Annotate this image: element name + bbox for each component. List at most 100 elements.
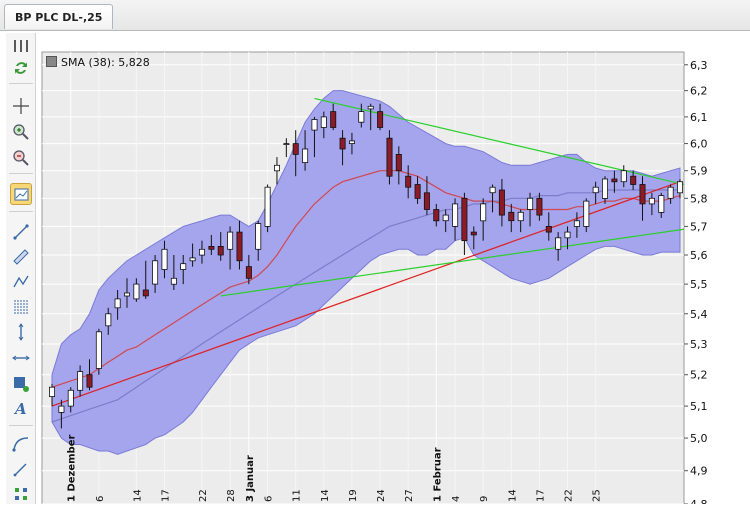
legend-swatch <box>46 56 57 67</box>
candle-body <box>124 292 131 297</box>
candle-body <box>273 164 280 172</box>
horizontal-line-icon[interactable] <box>10 347 32 369</box>
candle-body <box>161 248 168 270</box>
candle-body <box>564 231 571 239</box>
candle-body <box>320 116 327 128</box>
y-axis-tick-label: 5,5 <box>690 278 708 291</box>
candle-body <box>198 248 205 256</box>
candle-body <box>611 178 618 183</box>
x-axis-tick-label: 25 <box>592 489 603 502</box>
y-axis-tick-label: 5,9 <box>690 165 708 178</box>
candle-body <box>527 197 534 210</box>
price-chart[interactable]: 4,8 4,9 5,0 5,1 5,2 5,3 5,4 5,5 5,6 5,7 5,8 5,9 6,0 6… <box>38 30 750 504</box>
candle-body <box>442 214 449 222</box>
candle-body <box>58 405 65 413</box>
candle-body <box>95 331 102 369</box>
x-axis-tick-label: 1 Dezember <box>67 435 78 502</box>
candle-body <box>461 197 468 242</box>
candle-body <box>545 225 552 233</box>
candle-body <box>555 237 562 250</box>
y-axis-tick-label: 6,3 <box>690 59 708 72</box>
bollinger-band <box>51 90 681 455</box>
grid-icon[interactable] <box>10 483 32 505</box>
candle-body <box>339 137 346 150</box>
y-axis-tick-label: 6,0 <box>690 138 708 151</box>
candle-body <box>667 186 674 199</box>
candle-body <box>489 186 496 194</box>
candle-body <box>348 140 355 145</box>
candle-body <box>255 223 262 250</box>
candle-body <box>367 105 374 110</box>
drawing-toolbar: A <box>6 33 36 504</box>
fibonacci-icon[interactable] <box>10 295 32 317</box>
y-axis-tick-label: 5,3 <box>690 338 708 351</box>
candle-body <box>470 231 477 236</box>
x-axis-tick-label: 1 Februar <box>432 447 443 502</box>
candle-body <box>189 257 196 262</box>
x-axis-tick-label: 14 <box>507 489 518 502</box>
x-axis-tick-label: 19 <box>348 489 359 502</box>
y-axis-tick-label: 5,4 <box>690 308 708 321</box>
text-tool-icon[interactable]: A <box>10 397 32 419</box>
zoom-out-icon[interactable] <box>10 147 32 169</box>
zoom-in-icon[interactable] <box>10 121 32 143</box>
trendline-green <box>220 228 685 297</box>
candle-body <box>142 289 149 297</box>
arc-icon[interactable] <box>10 433 32 455</box>
vertical-line-icon[interactable] <box>10 321 32 343</box>
chart-bars-icon[interactable] <box>10 35 32 57</box>
candle-body <box>264 186 271 227</box>
line-tool-icon[interactable] <box>10 221 32 243</box>
x-axis-tick-label: 27 <box>404 489 415 502</box>
candle-body <box>311 119 318 131</box>
x-axis-tick-label: 17 <box>535 489 546 502</box>
candle-body <box>292 143 299 155</box>
x-axis-tick-label: 9 <box>479 496 490 502</box>
x-axis-tick-label: 3 Januar <box>245 455 256 502</box>
refresh-icon[interactable] <box>10 57 32 79</box>
x-axis-tick-label: 11 <box>292 489 303 502</box>
ruler-icon[interactable] <box>10 246 32 268</box>
tab-title: BP PLC DL-,25 <box>15 11 103 24</box>
candle-body <box>498 189 505 216</box>
candle-body <box>236 231 243 262</box>
x-axis-tick-label: 14 <box>320 489 331 502</box>
candle-body <box>283 143 290 145</box>
chart-overlay-icon[interactable] <box>10 183 32 205</box>
candle-body <box>602 178 609 199</box>
tab-bar: BP PLC DL-,25 <box>0 0 750 31</box>
toolbar-separator <box>9 211 33 212</box>
crosshair-icon[interactable] <box>10 95 32 117</box>
candle-body <box>302 148 309 164</box>
candle-body <box>648 197 655 205</box>
x-axis-tick-label: 4 <box>451 496 462 502</box>
candle-body <box>67 389 74 407</box>
polyline-icon[interactable] <box>10 271 32 293</box>
x-axis-tick-label: 28 <box>226 489 237 502</box>
rectangle-icon[interactable] <box>10 373 32 395</box>
toolbar-separator <box>9 173 33 174</box>
pen-icon[interactable] <box>10 458 32 480</box>
x-axis-tick-label: 14 <box>132 489 143 502</box>
candle-body <box>517 211 524 222</box>
candle-body <box>508 211 515 222</box>
candle-body <box>217 245 224 256</box>
toolbar-separator <box>9 425 33 426</box>
candle-body <box>358 111 365 123</box>
x-axis-tick-label: 6 <box>264 496 275 502</box>
candle-body <box>152 260 159 285</box>
y-axis-tick-label: 5,7 <box>690 220 708 233</box>
candle-body <box>208 245 215 250</box>
toolbar-separator <box>9 83 33 84</box>
candle-body <box>639 184 646 205</box>
sma-short-line <box>51 170 681 388</box>
candle-body <box>620 170 627 183</box>
candle-body <box>433 209 440 222</box>
candle-body <box>377 111 384 128</box>
tab-bp-plc[interactable]: BP PLC DL-,25 <box>4 4 114 29</box>
y-axis-tick-label: 5,8 <box>690 192 708 205</box>
candle-body <box>414 184 421 199</box>
candle-body <box>658 195 665 213</box>
candle-body <box>86 374 93 388</box>
candle-body <box>105 313 112 327</box>
